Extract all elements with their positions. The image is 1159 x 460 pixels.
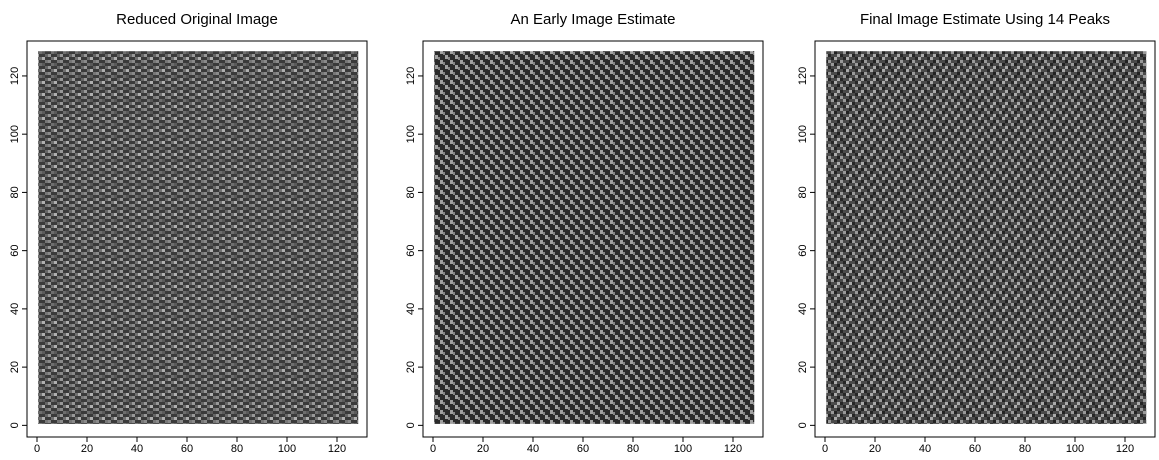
chart-title: Final Image Estimate Using 14 Peaks [860,11,1110,28]
y-tick-label: 120 [9,67,21,85]
image [434,51,755,424]
x-tick-label: 100 [674,443,692,455]
y-tick-label: 0 [9,422,21,428]
x-tick-label: 80 [627,443,639,455]
x-tick-label: 80 [231,443,243,455]
x-tick-label: 60 [577,443,589,455]
x-tick-label: 120 [1116,443,1134,455]
y-tick-label: 80 [405,186,417,198]
y-tick-label: 80 [9,186,21,198]
y-tick-label: 60 [405,245,417,257]
plot-frame [422,40,764,438]
y-tick-label: 40 [9,303,21,315]
x-tick-label: 40 [919,443,931,455]
y-tick-label: 0 [797,422,809,428]
y-tick-label: 40 [405,303,417,315]
y-tick-label: 40 [797,303,809,315]
plot-frame [26,40,368,438]
y-tick-label: 100 [405,125,417,143]
x-tick-label: 0 [822,443,828,455]
x-tick-label: 40 [527,443,539,455]
x-tick-label: 40 [131,443,143,455]
y-tick-label: 100 [797,125,809,143]
x-tick-label: 80 [1019,443,1031,455]
x-tick-label: 100 [1066,443,1084,455]
x-tick-label: 0 [34,443,40,455]
y-tick-label: 100 [9,125,21,143]
x-tick-label: 0 [430,443,436,455]
x-tick-label: 120 [328,443,346,455]
plot-frame [814,40,1156,438]
image [38,51,359,424]
y-tick-label: 80 [797,186,809,198]
x-tick-label: 20 [477,443,489,455]
chart-title: Reduced Original Image [116,11,278,28]
y-tick-label: 20 [405,361,417,373]
x-tick-label: 60 [969,443,981,455]
y-tick-label: 0 [405,422,417,428]
y-tick-label: 60 [9,245,21,257]
y-tick-label: 20 [797,361,809,373]
chart-title: An Early Image Estimate [510,11,675,28]
x-tick-label: 20 [81,443,93,455]
x-tick-label: 60 [181,443,193,455]
y-tick-label: 20 [9,361,21,373]
image [826,51,1147,424]
x-tick-label: 100 [278,443,296,455]
x-tick-label: 120 [724,443,742,455]
y-tick-label: 120 [405,67,417,85]
x-tick-label: 20 [869,443,881,455]
y-tick-label: 120 [797,67,809,85]
y-tick-label: 60 [797,245,809,257]
